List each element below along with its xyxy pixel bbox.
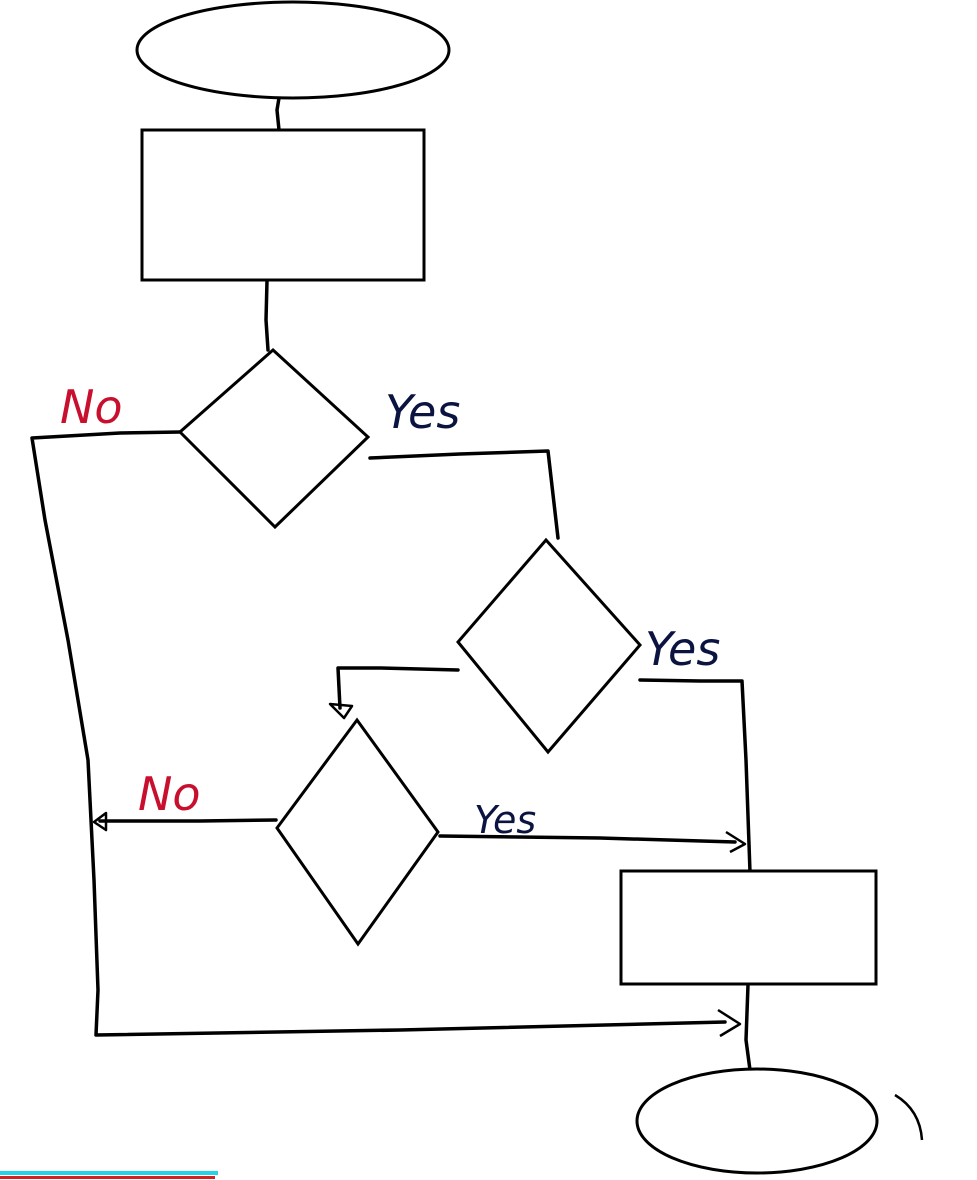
connector-process2-to-end: [744, 983, 752, 1072]
connector-decision3-yes-branch: [438, 834, 737, 844]
stray-pen-stroke: [894, 1093, 924, 1141]
bottom-bar-red: [0, 1176, 215, 1179]
arrowhead-to-no-line: [92, 811, 108, 832]
process-box-1: [140, 128, 426, 282]
connector-decision1-yes-branch: [368, 449, 560, 540]
connector-start-to-process: [275, 96, 281, 132]
label-decision2-yes: Yes: [645, 622, 720, 676]
start-terminal: [135, 0, 451, 100]
label-decision1-yes: Yes: [385, 385, 460, 439]
process-box-2: [619, 869, 878, 986]
decision-diamond-2: [456, 537, 642, 755]
connector-decision1-no-branch: [30, 430, 727, 1037]
label-decision3-no: No: [138, 767, 201, 821]
label-decision1-no: No: [60, 380, 123, 434]
bottom-bar-cyan: [0, 1171, 218, 1175]
arrowhead-to-decision3: [328, 702, 354, 720]
label-decision3-yes: Yes: [474, 798, 536, 842]
end-terminal: [635, 1067, 879, 1175]
connector-decision2-no-branch: [336, 666, 460, 710]
decision-diamond-1: [177, 347, 371, 530]
connector-process-to-decision1: [264, 279, 270, 352]
connector-decision3-no-branch: [98, 818, 278, 823]
arrowhead-to-process2: [725, 830, 747, 854]
connector-decision2-yes-branch: [638, 678, 752, 874]
arrowhead-to-end: [717, 1008, 742, 1038]
decision-diamond-3: [275, 717, 440, 947]
